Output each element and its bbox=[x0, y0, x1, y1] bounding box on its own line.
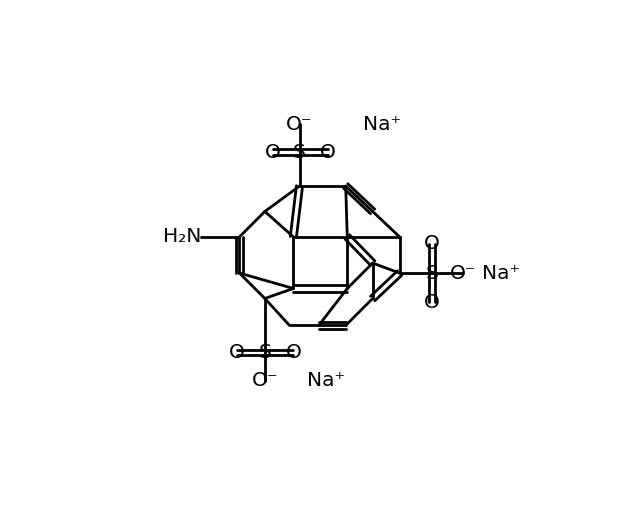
Text: O: O bbox=[424, 235, 440, 253]
Text: O: O bbox=[264, 143, 280, 161]
Text: S: S bbox=[426, 264, 438, 283]
Text: S: S bbox=[259, 343, 271, 362]
Text: O⁻: O⁻ bbox=[449, 264, 476, 283]
Text: S: S bbox=[293, 143, 306, 161]
Text: O: O bbox=[229, 343, 245, 362]
Text: Na⁺: Na⁺ bbox=[483, 264, 520, 283]
Text: O: O bbox=[320, 143, 336, 161]
Text: O: O bbox=[285, 343, 301, 362]
Text: H₂N: H₂N bbox=[163, 227, 201, 246]
Text: Na⁺: Na⁺ bbox=[307, 371, 346, 390]
Text: O⁻: O⁻ bbox=[286, 115, 313, 134]
Text: O: O bbox=[424, 293, 440, 312]
Text: O⁻: O⁻ bbox=[252, 371, 278, 390]
Text: Na⁺: Na⁺ bbox=[363, 115, 401, 134]
